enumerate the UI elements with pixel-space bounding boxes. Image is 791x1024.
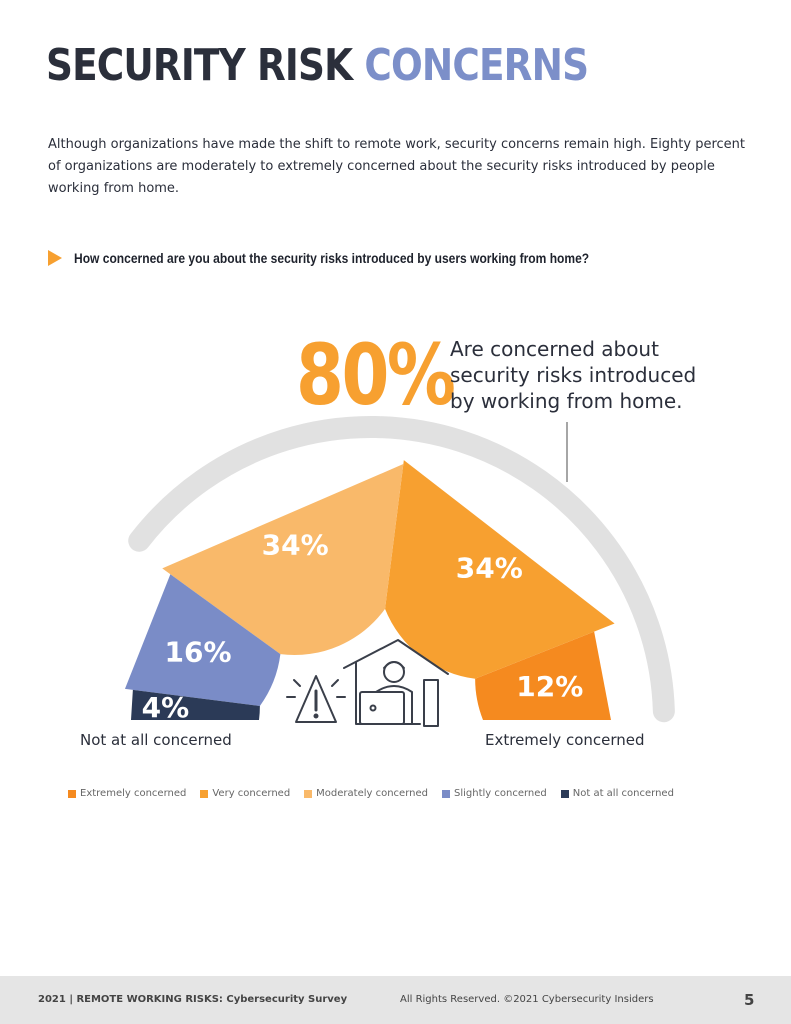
slice-value-label: 34%: [456, 552, 523, 585]
center-illustration: [286, 639, 449, 727]
legend-swatch: [560, 789, 569, 798]
survey-question: How concerned are you about the security…: [48, 248, 673, 268]
callout-line-3: by working from home.: [450, 389, 683, 413]
legend-item: Very concerned: [200, 788, 290, 799]
slice-value-label: 16%: [165, 636, 232, 669]
callout-line-2: security risks introduced: [450, 363, 697, 387]
legend-item: Extremely concerned: [68, 788, 186, 799]
legend-label: Not at all concerned: [572, 788, 674, 799]
legend-label: Moderately concerned: [316, 788, 428, 799]
slice-value-label: 4%: [142, 691, 190, 724]
callout-line-1: Are concerned about: [450, 337, 659, 361]
footer-report-title: 2021 | REMOTE WORKING RISKS: Cybersecuri…: [38, 994, 348, 1005]
survey-question-text: How concerned are you about the security…: [74, 250, 590, 266]
highlight-arc: [128, 416, 675, 723]
legend-label: Very concerned: [212, 788, 291, 799]
legend-swatch: [441, 789, 450, 798]
chart-legend: Extremely concerned Very concerned Moderat…: [68, 788, 674, 799]
slice-value-label: 34%: [262, 529, 329, 562]
warning-icon: [286, 675, 346, 723]
chart-slice-not-at-all-concerned: [131, 689, 260, 720]
legend-swatch: [200, 789, 209, 798]
chart-slice-slightly-concerned: [124, 574, 281, 706]
chart-slice-extremely-concerned: [475, 631, 611, 720]
page-title-part1: SECURITY RISK: [46, 40, 353, 91]
page-number: 5: [744, 991, 755, 1009]
axis-label-right: Extremely concerned: [485, 731, 645, 749]
slice-value-label: 12%: [516, 670, 583, 703]
page-title-part2: CONCERNS: [364, 40, 589, 91]
play-triangle-icon: [48, 250, 62, 266]
chart-slice-moderately-concerned: [162, 464, 404, 656]
page-footer: 2021 | REMOTE WORKING RISKS: Cybersecuri…: [0, 976, 791, 1024]
axis-label-left: Not at all concerned: [80, 731, 232, 749]
legend-label: Slightly concerned: [453, 788, 547, 799]
legend-item: Moderately concerned: [304, 788, 428, 799]
legend-label: Extremely concerned: [80, 788, 187, 799]
callout-text: Are concerned about security risks intro…: [450, 336, 750, 414]
legend-item: Not at all concerned: [560, 788, 674, 799]
page-title: SECURITY RISK CONCERNS: [46, 34, 589, 98]
callout-value: 80%: [296, 326, 456, 424]
intro-paragraph: Although organizations have made the shi…: [48, 137, 746, 196]
legend-swatch: [304, 789, 313, 798]
footer-copyright: All Rights Reserved. ©2021 Cybersecurity…: [400, 994, 654, 1005]
legend-item: Slightly concerned: [441, 788, 547, 799]
legend-swatch: [68, 789, 76, 798]
chart-slice-very-concerned: [385, 460, 615, 679]
person-at-laptop-icon: [359, 661, 413, 725]
